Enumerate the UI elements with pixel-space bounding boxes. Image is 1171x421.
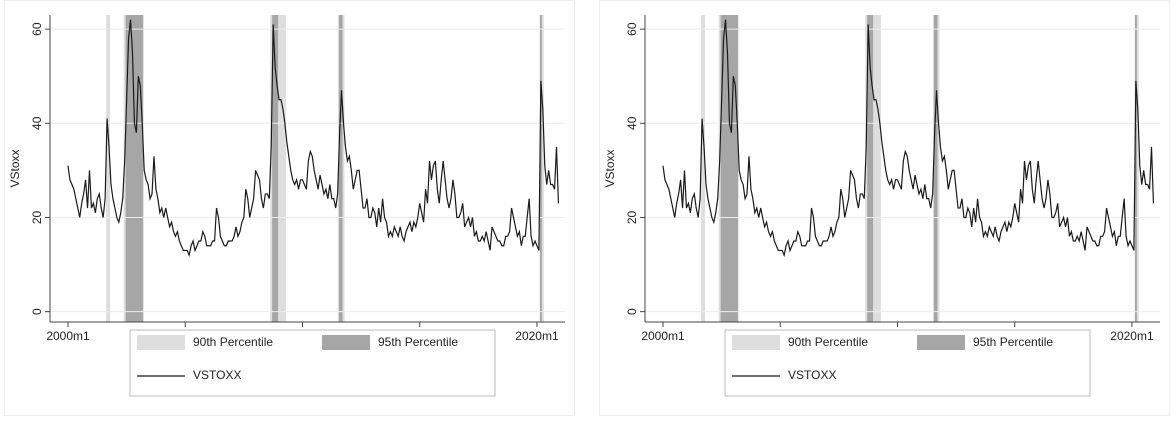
legend-swatch [137,335,185,350]
legend-box [129,329,496,397]
x-tick-label: 2020m1 [515,329,559,343]
legend-swatch [732,335,780,350]
shade-band [720,15,739,322]
legend-label: VSTOXX [193,368,241,382]
legend-box [724,329,1091,397]
shade-band [106,15,111,322]
legend-swatch [917,335,965,350]
shade-band [1134,15,1137,322]
panel-frame [599,0,1170,416]
y-axis-label: VStoxx [8,149,22,187]
shade-band [933,15,938,322]
x-tick-label: 2000m1 [46,329,90,343]
y-tick-label: 60 [30,22,44,36]
shade-band [125,15,144,322]
y-tick-label: 0 [625,308,639,315]
legend-label: 95th Percentile [973,335,1053,349]
y-tick-label: 20 [625,210,639,224]
y-axis-label: VStoxx [603,149,617,187]
panel-frame [4,0,575,416]
shade-band [701,15,706,322]
x-tick-label: 2020m1 [1110,329,1154,343]
shade-band [867,15,874,322]
y-tick-label: 40 [30,116,44,130]
y-tick-label: 0 [30,308,44,315]
series-line [662,19,1155,258]
shade-band [1134,15,1139,322]
y-tick-label: 20 [30,210,44,224]
chart-panel: 02040602000m12005m12010m12015m12020m1VSt… [599,0,1170,416]
legend-label: 90th Percentile [193,335,273,349]
shade-band [338,15,343,322]
shade-band [272,15,279,322]
shade-band [539,15,542,322]
series-line [67,19,560,258]
legend-label: VSTOXX [788,368,836,382]
legend-label: 90th Percentile [788,335,868,349]
legend-label: 95th Percentile [378,335,458,349]
chart-panel: 02040602000m12005m12010m12015m12020m1VSt… [4,0,575,416]
x-tick-label: 2000m1 [641,329,685,343]
legend-swatch [322,335,370,350]
y-tick-label: 60 [625,22,639,36]
y-tick-label: 40 [625,116,639,130]
